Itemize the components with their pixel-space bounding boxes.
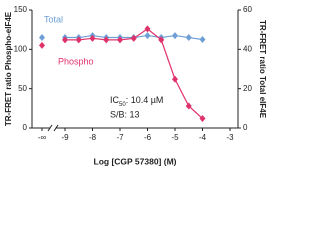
y-tick-label: 0 — [23, 123, 28, 132]
data-point — [199, 115, 206, 123]
chart: Log [CGP 57380] (M) TR-FRET ratio Phosph… — [4, 5, 267, 166]
data-point — [130, 34, 137, 42]
y2-axis-label: TR-FRET ratio Total eIF4E — [258, 20, 267, 119]
y2-tick-label: 60 — [243, 5, 252, 14]
x-tick-label: -6 — [144, 133, 152, 142]
data-point — [89, 34, 96, 42]
y-tick-label: 150 — [14, 5, 28, 14]
data-point — [199, 36, 206, 43]
ic50-prefix: IC — [110, 95, 120, 105]
data-point — [144, 25, 151, 33]
y2-tick-label: 20 — [243, 84, 252, 93]
data-point — [172, 75, 178, 83]
x-axis-label: Log [CGP 57380] (M) — [94, 156, 177, 166]
data-point — [144, 32, 151, 40]
data-point — [39, 41, 45, 49]
data-point — [185, 34, 192, 42]
data-point — [158, 36, 165, 44]
x-tick-label: -3 — [226, 133, 234, 142]
y2-tick-label: 0 — [243, 123, 248, 132]
x-tick-label: -7 — [116, 133, 124, 142]
x-tick-label: -8 — [89, 133, 97, 142]
data-point — [103, 36, 110, 44]
ic50-label: IC50: 10.4 µM — [110, 95, 163, 107]
legend-label: Total — [44, 14, 63, 24]
axis-break — [47, 124, 59, 132]
y-axis-label: TR-FRET ratio Phospho-eIF4E — [4, 11, 13, 126]
data-point — [185, 102, 192, 110]
data-point — [39, 34, 45, 42]
y-tick-label: 50 — [18, 84, 27, 93]
y2-tick-label: 40 — [243, 44, 252, 53]
data-point — [172, 32, 178, 40]
x-tick-label: -∞ — [38, 133, 47, 142]
data-point — [62, 36, 68, 44]
ic50-sub: 50 — [119, 102, 126, 108]
x-tick-label: -9 — [61, 133, 69, 142]
data-point — [75, 36, 82, 44]
data-point — [117, 36, 123, 44]
y-tick-label: 100 — [14, 44, 28, 53]
ic50-text: : 10.4 µM — [126, 95, 164, 105]
legend-label: Phospho — [58, 56, 94, 66]
x-tick-label: -4 — [199, 133, 207, 142]
sb-label: S/B: 13 — [110, 109, 140, 119]
x-tick-label: -5 — [171, 133, 179, 142]
